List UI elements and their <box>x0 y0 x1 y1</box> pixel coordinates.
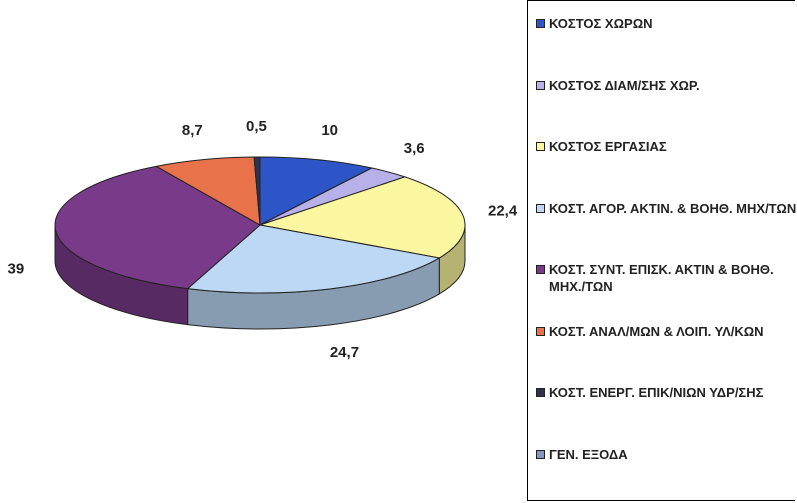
slice <box>54 165 261 290</box>
legend-label: ΚΟΣΤΟΣ ΧΩΡΩΝ <box>549 16 653 31</box>
legend-item: ΚΟΣΤ. ΣΥΝΤ. ΕΠΙΣΚ. ΑΚΤΙΝ & ΒΟΗΘ. ΜΗΧ./ΤΩ… <box>536 261 797 295</box>
legend-label: ΚΟΣΤ. ΑΓΟΡ. ΑΚΤΙΝ. & ΒΟΗΘ. ΜΗΧ/ΤΩΝ <box>549 200 797 216</box>
legend-item: ΓΕΝ. ΕΞΟΔΑ <box>536 446 797 463</box>
data-label: 3,6 <box>404 140 425 157</box>
data-label: 22,4 <box>488 202 518 219</box>
legend: ΚΟΣΤΟΣ ΧΩΡΩΝ ΚΟΣΤΟΣ ΔΙΑΜ/ΣΗΣ ΧΩΡ. ΚΟΣΤΟΣ Ε… <box>527 0 797 501</box>
data-label: 8,7 <box>182 122 203 139</box>
data-label: 39 <box>8 260 25 277</box>
slice <box>259 156 374 226</box>
legend-label: ΚΟΣΤΟΣ ΕΡΓΑΣΙΑΣ <box>549 139 667 154</box>
legend-item: ΚΟΣΤ. ΑΝΑΛ/ΜΩΝ & ΛΟΙΠ. ΥΛ/ΚΩΝ <box>536 323 797 340</box>
slice <box>186 224 441 294</box>
legend-label: ΚΟΣΤΟΣ ΔΙΑΜ/ΣΗΣ ΧΩΡ. <box>549 77 700 93</box>
legend-swatch <box>536 265 545 274</box>
legend-item: ΚΟΣΤΟΣ ΔΙΑΜ/ΣΗΣ ΧΩΡ. <box>536 77 797 94</box>
data-label: 0,5 <box>246 118 267 135</box>
legend-swatch <box>536 388 545 397</box>
legend-item: ΚΟΣΤΟΣ ΕΡΓΑΣΙΑΣ <box>536 138 797 155</box>
legend-swatch <box>536 449 545 459</box>
data-label: 10 <box>321 122 338 139</box>
data-label: 24,7 <box>330 344 359 361</box>
legend-label: ΓΕΝ. ΕΞΟΔΑ <box>549 446 628 462</box>
slice <box>154 156 261 226</box>
legend-label: ΚΟΣΤ. ΕΝΕΡΓ. ΕΠΙΚ/ΝΙΩΝ ΥΔΡ/ΣΗΣ <box>549 385 764 400</box>
chart: 10 3,6 22,4 24,7 39 8,7 0,5 <box>8 118 518 361</box>
legend-swatch <box>536 142 545 151</box>
legend-item: ΚΟΣΤ. ΕΝΕΡΓ. ΕΠΙΚ/ΝΙΩΝ ΥΔΡ/ΣΗΣ <box>536 384 797 401</box>
legend-swatch <box>536 203 545 213</box>
legend-label: ΚΟΣΤ. ΑΝΑΛ/ΜΩΝ & ΛΟΙΠ. ΥΛ/ΚΩΝ <box>549 323 764 339</box>
legend-swatch <box>536 80 545 90</box>
legend-label: ΚΟΣΤ. ΣΥΝΤ. ΕΠΙΣΚ. ΑΚΤΙΝ & ΒΟΗΘ. ΜΗΧ./ΤΩ… <box>549 262 774 294</box>
slice <box>259 176 466 259</box>
slice <box>253 156 261 226</box>
legend-item: ΚΟΣΤ. ΑΓΟΡ. ΑΚΤΙΝ. & ΒΟΗΘ. ΜΗΧ/ΤΩΝ <box>536 200 797 217</box>
legend-item: ΚΟΣΤΟΣ ΧΩΡΩΝ <box>536 15 797 32</box>
legend-swatch <box>536 19 545 28</box>
legend-swatch <box>536 326 545 336</box>
